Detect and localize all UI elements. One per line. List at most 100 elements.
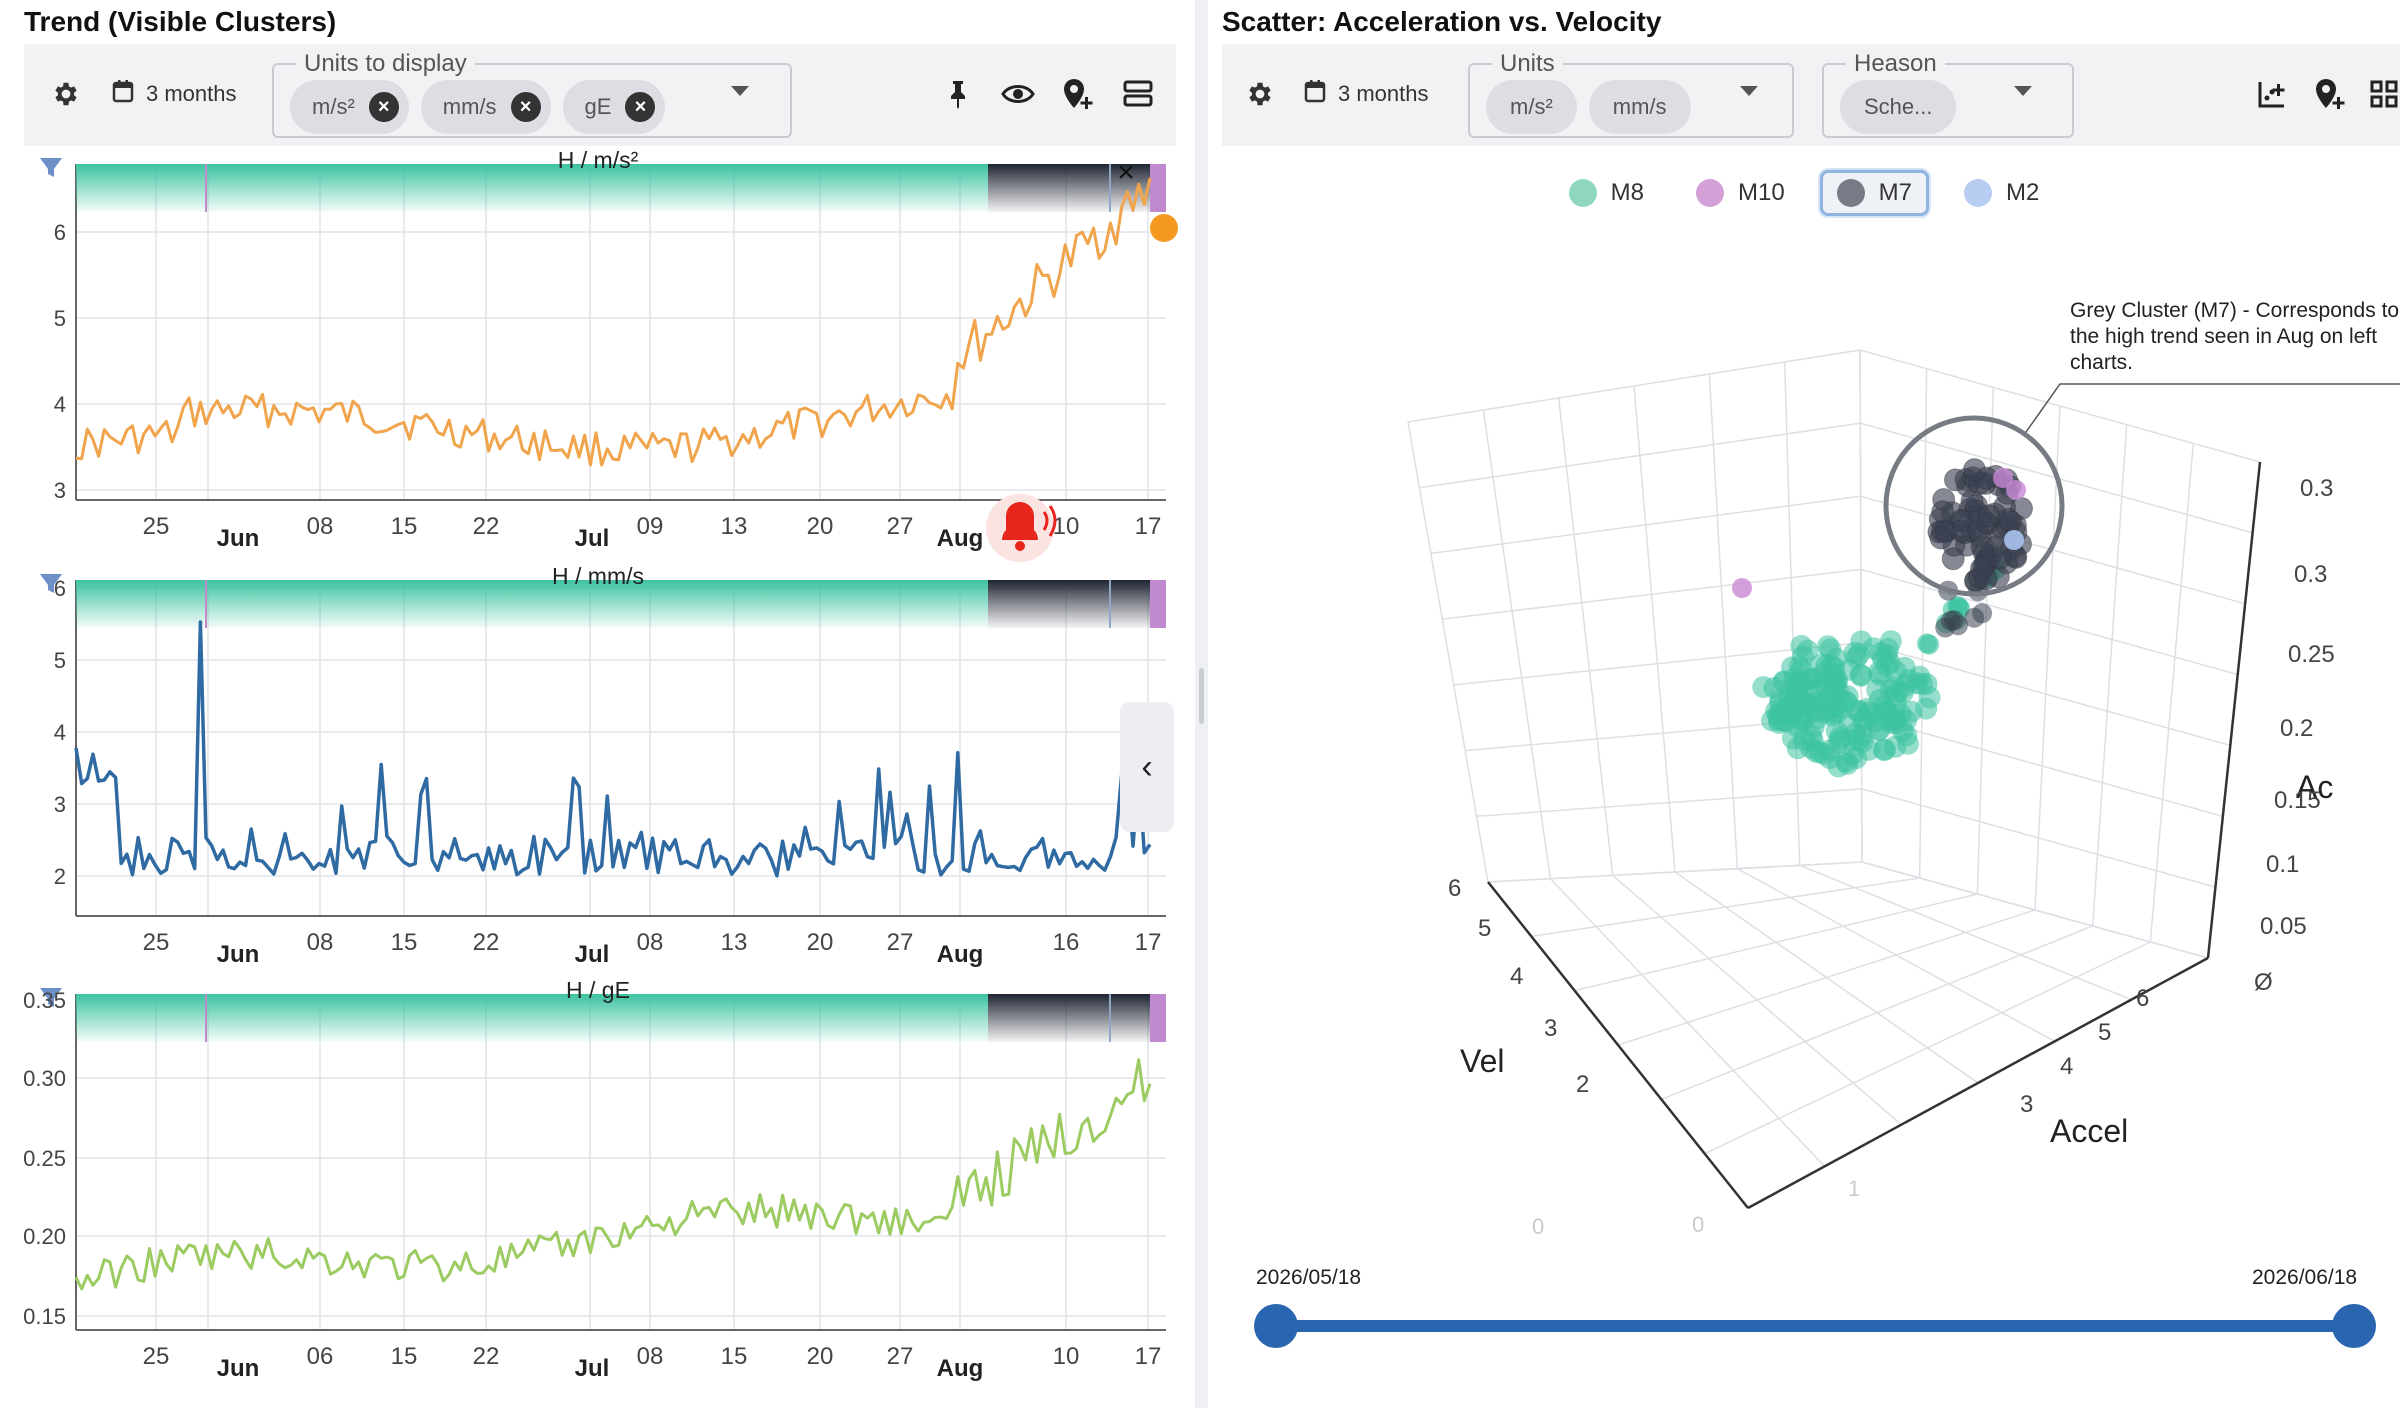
filter-icon	[40, 988, 62, 1007]
y-tick-label: 6	[54, 576, 66, 601]
x-tick-label: 27	[887, 513, 914, 540]
slider-start-thumb[interactable]	[1254, 1304, 1298, 1348]
slider-end-date: 2026/06/18	[2252, 1266, 2358, 1289]
x-tick-label: 25	[143, 929, 170, 956]
x-tick-label: 20	[807, 1343, 834, 1370]
legend-item-m7[interactable]: M7	[1819, 170, 1930, 216]
point-m8	[1796, 639, 1819, 662]
units-dropdown-caret-icon[interactable]	[1740, 86, 1758, 96]
legend-item-m2[interactable]: M2	[1947, 170, 2056, 216]
x-tick-label: 22	[473, 513, 500, 540]
eye-icon[interactable]	[998, 74, 1038, 114]
add-chart-icon[interactable]	[2252, 74, 2292, 114]
units-dropdown-caret-icon[interactable]	[731, 86, 749, 96]
floor-tick-label: 1	[1848, 1176, 1860, 1201]
accel-axis	[1747, 956, 2209, 1210]
x-tick-label: 15	[391, 513, 418, 540]
y-tick-label: 3	[54, 792, 66, 817]
point-m8	[1910, 673, 1933, 696]
z-tick-label: 0.05	[2260, 913, 2307, 940]
wall-grid-line	[1859, 349, 1863, 863]
wall-grid-line	[1407, 349, 1861, 423]
settings-gear-icon[interactable]	[1240, 74, 1280, 114]
trend-panel-title: Trend (Visible Clusters)	[24, 6, 337, 37]
trend-chart-3: H / gE 0.35 0.30 0.25 0.20 0.15 25 06 15 22 08 15 20…	[23, 977, 1166, 1382]
scatter-3d-plot[interactable]: VelAccelAc0.30.30.250.20.150.10.05Ø65432…	[1208, 0, 2400, 1408]
chart-title: H / gE	[566, 977, 630, 1003]
point-m7	[1977, 504, 2001, 528]
slider-start-date: 2026/05/18	[1256, 1266, 1362, 1289]
point-m7	[1944, 468, 1967, 492]
remove-chip-icon[interactable]: ×	[510, 92, 541, 122]
time-range-button[interactable]: 3 months	[112, 72, 237, 116]
unit-chip-ge[interactable]: gE ×	[562, 80, 666, 134]
remove-chip-icon[interactable]: ×	[625, 92, 656, 122]
grid-icon[interactable]	[2364, 74, 2400, 114]
units-select[interactable]: Units m/s² mm/s	[1468, 50, 1794, 138]
cluster-band-m8	[76, 580, 988, 628]
month-label: Jul	[575, 1355, 610, 1382]
x-tick-label: 10	[1053, 513, 1080, 540]
floor-grid-line	[1736, 868, 2056, 1042]
units-legend: Units to display	[304, 50, 467, 77]
point-m8	[1848, 729, 1870, 751]
x-tick-label: 22	[473, 929, 500, 956]
point-m7	[1948, 615, 1968, 636]
slider-end-thumb[interactable]	[2332, 1304, 2376, 1348]
cluster-legend: M8 M10 M7 M2	[1208, 170, 2400, 216]
wall-grid-line	[1633, 385, 1676, 873]
point-m8	[1827, 755, 1850, 778]
point-m8	[1919, 634, 1940, 655]
unit-chip-ms2[interactable]: m/s² ×	[290, 80, 409, 134]
point-m8	[1817, 635, 1839, 658]
point-m7	[1988, 546, 2012, 570]
divider-grip[interactable]	[1199, 668, 1204, 724]
z-tick-label: 0.1	[2266, 851, 2299, 878]
alarm-bell-icon	[986, 494, 1057, 562]
legend-item-m10[interactable]: M10	[1679, 170, 1802, 216]
point-m8	[1850, 630, 1873, 653]
scatter-panel: Scatter: Acceleration vs. Velocity 3 mon…	[1208, 0, 2400, 1408]
filter-icon	[40, 158, 62, 177]
add-location-icon[interactable]	[1058, 74, 1098, 114]
settings-gear-icon[interactable]	[46, 74, 86, 114]
point-m8	[1788, 671, 1811, 694]
point-m7	[1970, 557, 1993, 581]
unit-chip-mms[interactable]: mm/s	[1588, 80, 1691, 134]
z-tick-label: 0.15	[2274, 787, 2321, 814]
units-legend: Units	[1500, 50, 1555, 77]
unit-chip-mms[interactable]: mm/s ×	[420, 80, 551, 134]
wall-grid-line	[1430, 495, 1861, 555]
collapse-panel-button[interactable]: ‹	[1120, 702, 1174, 832]
floor-grid-line	[1799, 864, 2132, 1001]
point-m8	[1872, 647, 1894, 670]
cluster-band-m7	[988, 994, 1150, 1042]
month-label: Jun	[217, 525, 260, 552]
remove-chip-icon[interactable]: ×	[368, 92, 399, 122]
unit-chip-ms2[interactable]: m/s²	[1486, 80, 1577, 134]
point-m7	[1929, 526, 1953, 550]
floor-grid-line	[1861, 861, 2209, 959]
heason-value-chip[interactable]: Sche...	[1840, 80, 1957, 134]
layers-icon[interactable]	[1118, 74, 1158, 114]
heason-select[interactable]: Heason Sche...	[1822, 50, 2074, 138]
heason-dropdown-caret-icon[interactable]	[2014, 86, 2032, 96]
add-location-icon[interactable]	[2310, 74, 2350, 114]
accel-tick-label: 4	[2060, 1053, 2073, 1080]
time-range-label: 3 months	[1338, 81, 1429, 106]
wall-grid-line	[1407, 421, 1489, 883]
x-tick-label: 17	[1135, 513, 1162, 540]
wall-grid-line	[2034, 405, 2061, 911]
wall-grid-line	[1783, 361, 1801, 866]
point-m7	[1964, 607, 1985, 628]
time-range-button[interactable]: 3 months	[1304, 72, 1429, 116]
pin-icon[interactable]	[938, 74, 978, 114]
x-tick-label: 08	[637, 1343, 664, 1370]
point-m2	[2004, 530, 2024, 550]
legend-item-m8[interactable]: M8	[1552, 170, 1661, 216]
x-tick-label: 09	[637, 513, 664, 540]
units-to-display-select[interactable]: Units to display m/s² × mm/s × gE ×	[272, 50, 792, 138]
x-tick-label: 15	[391, 1343, 418, 1370]
x-tick-label: 17	[1135, 1343, 1162, 1370]
date-range-slider-track[interactable]	[1276, 1320, 2354, 1332]
